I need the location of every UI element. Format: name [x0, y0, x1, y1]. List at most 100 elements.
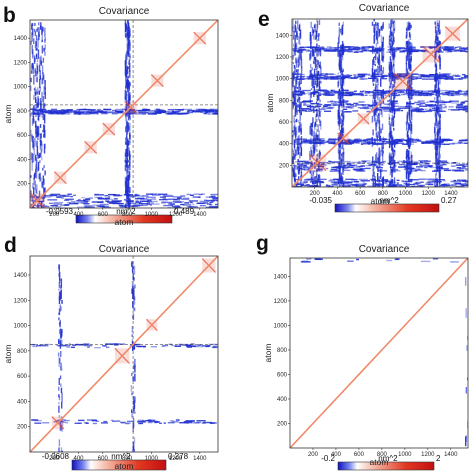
y-tick-label: 1000	[274, 323, 288, 329]
neg-cell	[341, 147, 343, 150]
neg-cell	[40, 133, 42, 139]
neg-cell	[160, 202, 166, 204]
neg-cell	[128, 111, 136, 114]
neg-cell	[331, 142, 335, 144]
neg-cell	[39, 78, 41, 89]
neg-cell	[438, 139, 448, 142]
neg-cell	[153, 421, 159, 423]
neg-cell	[409, 22, 411, 31]
neg-cell	[324, 73, 334, 75]
neg-cell	[439, 120, 441, 130]
neg-cell	[37, 87, 39, 95]
neg-cell	[125, 149, 127, 156]
neg-cell	[432, 180, 439, 182]
neg-cell	[342, 122, 344, 126]
neg-cell	[372, 83, 375, 86]
neg-cell	[385, 75, 393, 77]
neg-cell	[438, 133, 440, 136]
neg-cell	[125, 90, 128, 100]
neg-cell	[447, 94, 455, 97]
neg-cell	[60, 278, 63, 288]
neg-cell	[438, 151, 440, 162]
neg-cell	[193, 206, 199, 208]
neg-cell	[390, 178, 392, 184]
neg-cell	[310, 110, 318, 112]
neg-cell	[296, 93, 303, 96]
neg-cell	[392, 84, 394, 89]
neg-cell	[193, 193, 200, 195]
neg-cell	[377, 142, 384, 144]
neg-cell	[43, 203, 45, 207]
neg-cell	[449, 100, 453, 102]
neg-cell	[391, 151, 394, 155]
neg-cell	[466, 345, 468, 352]
neg-cell	[124, 61, 127, 71]
neg-cell	[58, 439, 61, 447]
neg-cell	[129, 82, 131, 87]
neg-cell	[207, 113, 215, 115]
neg-cell	[30, 152, 33, 161]
neg-cell	[408, 39, 410, 42]
neg-cell	[338, 166, 341, 175]
neg-cell	[55, 205, 62, 208]
neg-cell	[293, 73, 295, 79]
neg-cell	[125, 179, 127, 187]
neg-cell	[59, 112, 70, 114]
neg-cell	[429, 78, 439, 80]
neg-cell	[34, 69, 37, 77]
neg-cell	[347, 164, 356, 167]
neg-cell	[34, 91, 36, 95]
neg-cell	[313, 85, 316, 95]
neg-cell	[44, 92, 46, 100]
neg-cell	[343, 74, 353, 77]
neg-cell	[75, 111, 78, 113]
neg-cell	[464, 100, 468, 102]
neg-cell	[373, 108, 375, 117]
neg-cell	[442, 186, 446, 187]
neg-cell	[147, 421, 153, 424]
neg-cell	[434, 26, 437, 33]
neg-cell	[360, 143, 364, 145]
neg-cell	[356, 49, 360, 51]
neg-cell	[434, 89, 437, 94]
neg-cell	[150, 346, 157, 348]
neg-cell	[338, 105, 341, 111]
neg-cell	[292, 156, 294, 164]
neg-cell	[435, 138, 437, 149]
neg-cell	[406, 21, 409, 30]
neg-cell	[127, 175, 129, 181]
neg-cell	[331, 48, 338, 51]
neg-cell	[436, 112, 438, 123]
neg-cell	[378, 110, 381, 116]
neg-cell	[134, 373, 136, 382]
neg-cell	[436, 72, 438, 81]
neg-cell	[452, 74, 460, 77]
neg-cell	[339, 142, 342, 147]
neg-cell	[367, 74, 373, 77]
neg-cell	[39, 86, 41, 92]
neg-cell	[340, 100, 349, 102]
neg-cell	[310, 73, 313, 75]
neg-cell	[371, 21, 374, 26]
neg-cell	[313, 68, 316, 76]
heatmap-panel-d	[28, 255, 219, 471]
neg-cell	[126, 197, 129, 204]
neg-cell	[357, 73, 367, 75]
neg-cell	[362, 139, 369, 141]
neg-cell	[350, 166, 354, 169]
neg-cell	[39, 172, 41, 182]
neg-cell	[60, 204, 69, 207]
neg-cell	[133, 437, 136, 444]
neg-cell	[400, 109, 404, 112]
neg-cell	[314, 258, 322, 260]
neg-cell	[339, 93, 342, 103]
neg-cell	[111, 420, 116, 423]
neg-cell	[379, 48, 382, 50]
neg-cell	[394, 258, 399, 261]
neg-cell	[374, 178, 377, 187]
neg-cell	[72, 344, 77, 346]
neg-cell	[377, 131, 379, 139]
neg-cell	[439, 64, 441, 70]
neg-cell	[338, 105, 340, 114]
neg-cell	[346, 141, 356, 143]
